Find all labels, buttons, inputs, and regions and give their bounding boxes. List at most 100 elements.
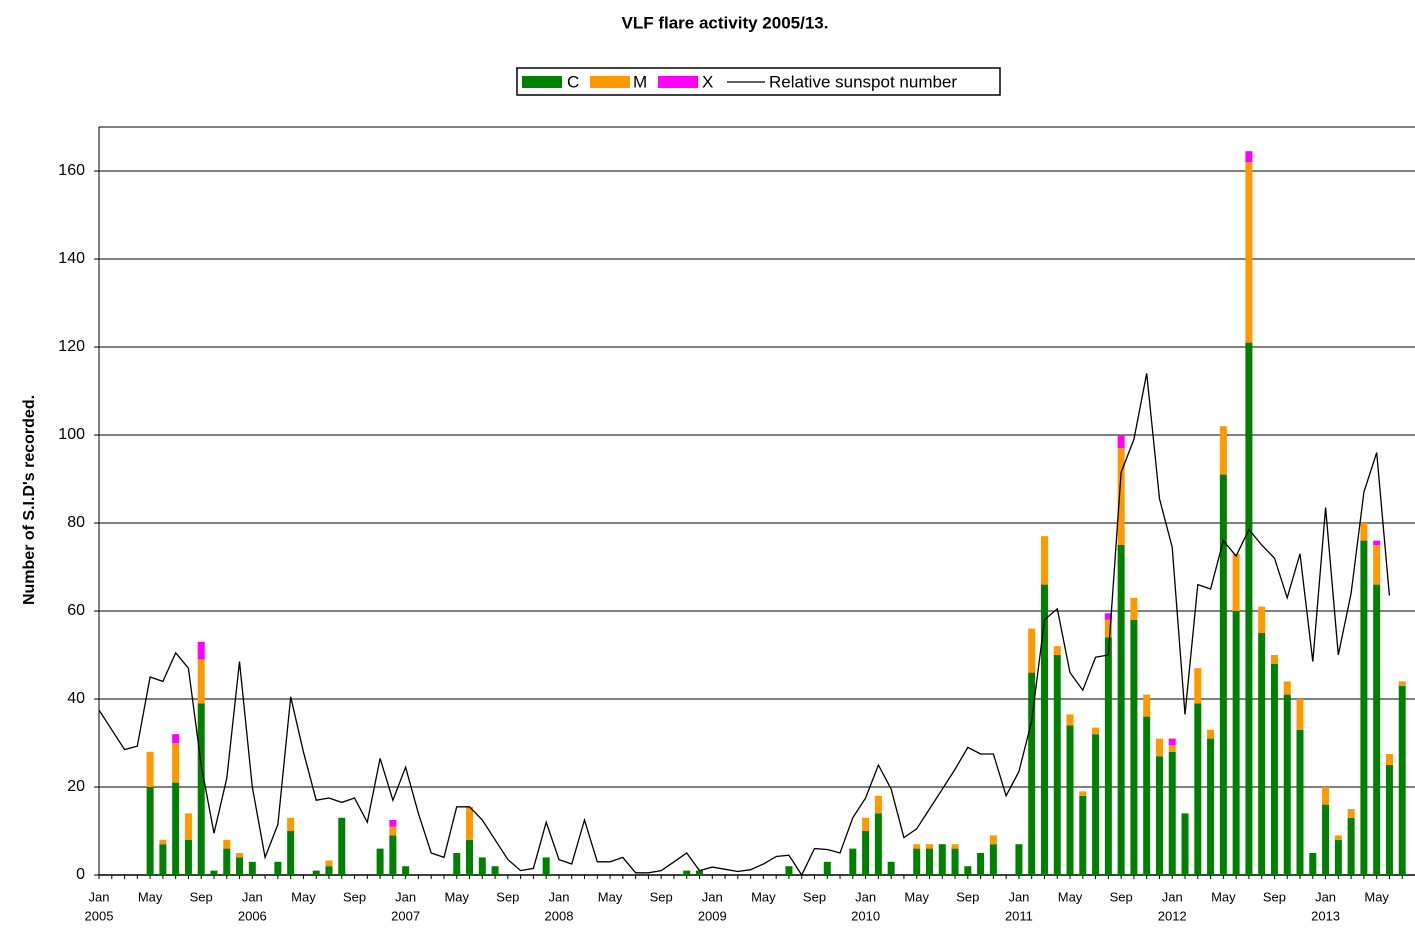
y-tick-label: 60 bbox=[67, 602, 85, 619]
bar-segment bbox=[989, 844, 997, 875]
bar-segment bbox=[683, 870, 691, 875]
bar-segment bbox=[925, 844, 933, 849]
y-axis-label: Number of S.I.D's recorded. bbox=[21, 395, 38, 605]
x-tick-label: Jan bbox=[1008, 889, 1029, 904]
bar-segment bbox=[184, 839, 192, 875]
bar-segment bbox=[223, 839, 231, 849]
x-year-label: 2010 bbox=[851, 908, 880, 923]
bar-segment bbox=[1168, 745, 1176, 752]
bar-segment bbox=[989, 835, 997, 845]
bar-segment bbox=[146, 751, 154, 787]
bar-segment bbox=[159, 839, 167, 845]
bar-segment bbox=[1207, 738, 1215, 875]
bar-segment bbox=[1283, 681, 1291, 695]
x-year-label: 2005 bbox=[85, 908, 114, 923]
bar-segment bbox=[1373, 584, 1381, 875]
bar-segment bbox=[1104, 637, 1112, 875]
bar-segment bbox=[1232, 611, 1240, 875]
bar-segment bbox=[1207, 729, 1215, 739]
bar-segment bbox=[197, 641, 205, 660]
bar-segment bbox=[823, 861, 831, 875]
bar-segment bbox=[1283, 694, 1291, 875]
bar-segment bbox=[862, 831, 870, 875]
bar-segment bbox=[1296, 729, 1304, 875]
bar-segment bbox=[1270, 663, 1278, 875]
x-tick-label: May bbox=[751, 889, 776, 904]
bar-segment bbox=[389, 826, 397, 836]
bar-segment bbox=[159, 844, 167, 875]
bar-segment bbox=[913, 848, 921, 875]
bar-segment bbox=[146, 787, 154, 875]
x-tick-label: Sep bbox=[343, 889, 366, 904]
bar-segment bbox=[184, 813, 192, 840]
bar-segment bbox=[236, 853, 244, 858]
bar-segment bbox=[197, 659, 205, 704]
bar-segment bbox=[696, 870, 704, 875]
legend-label: Relative sunspot number bbox=[769, 72, 957, 91]
bar-segment bbox=[1334, 839, 1342, 875]
bar-segment bbox=[1168, 751, 1176, 875]
chart-title: VLF flare activity 2005/13. bbox=[622, 13, 829, 32]
bar-segment bbox=[1373, 545, 1381, 585]
bar-segment bbox=[1219, 474, 1227, 875]
bar-segment bbox=[453, 853, 461, 875]
bar-segment bbox=[1040, 536, 1048, 585]
bar-segment bbox=[1258, 633, 1266, 875]
bar-segment bbox=[389, 820, 397, 827]
bar-segment bbox=[1104, 613, 1112, 620]
bar-segment bbox=[172, 743, 180, 783]
bar-segment bbox=[1066, 725, 1074, 875]
y-tick-label: 140 bbox=[58, 250, 85, 267]
bar-segment bbox=[312, 870, 320, 875]
x-tick-label: Sep bbox=[956, 889, 979, 904]
y-tick-label: 160 bbox=[58, 162, 85, 179]
bar-segment bbox=[1245, 151, 1253, 163]
legend-label: M bbox=[633, 72, 647, 91]
bar-segment bbox=[1245, 342, 1253, 876]
x-year-label: 2007 bbox=[391, 908, 420, 923]
x-tick-label: Jan bbox=[548, 889, 569, 904]
bar-segment bbox=[466, 839, 474, 875]
bar-segment bbox=[389, 835, 397, 875]
bar-segment bbox=[913, 844, 921, 849]
y-tick-label: 40 bbox=[67, 690, 85, 707]
bar-segment bbox=[1194, 703, 1202, 875]
bar-segment bbox=[478, 857, 486, 875]
x-tick-label: Sep bbox=[650, 889, 673, 904]
bar-segment bbox=[236, 857, 244, 875]
x-tick-label: May bbox=[138, 889, 163, 904]
legend-swatch bbox=[658, 76, 698, 88]
y-tick-label: 20 bbox=[67, 778, 85, 795]
bar-segment bbox=[785, 866, 793, 875]
y-tick-label: 0 bbox=[76, 866, 85, 883]
x-tick-label: May bbox=[598, 889, 623, 904]
x-tick-label: Jan bbox=[395, 889, 416, 904]
bar-segment bbox=[887, 861, 895, 875]
bar-segment bbox=[1347, 809, 1355, 818]
bar-segment bbox=[1053, 655, 1061, 875]
bar-segment bbox=[1143, 716, 1151, 875]
y-tick-label: 100 bbox=[58, 426, 85, 443]
y-tick-label: 80 bbox=[67, 514, 85, 531]
x-tick-label: Sep bbox=[496, 889, 519, 904]
legend-swatch bbox=[522, 76, 562, 88]
x-tick-label: May bbox=[1211, 889, 1236, 904]
bar-segment bbox=[1168, 738, 1176, 746]
x-tick-label: Jan bbox=[1162, 889, 1183, 904]
sunspot-line bbox=[98, 373, 1391, 877]
bar-segment bbox=[491, 866, 499, 875]
legend-label: X bbox=[702, 72, 713, 91]
bar-segment bbox=[1360, 523, 1368, 541]
bar-segment bbox=[1015, 844, 1023, 875]
bar-segment bbox=[1181, 813, 1189, 875]
x-tick-label: Jan bbox=[702, 889, 723, 904]
bar-segment bbox=[1270, 655, 1278, 664]
bar-segment bbox=[376, 848, 384, 875]
bar-segment bbox=[274, 861, 282, 875]
bar-segment bbox=[1028, 628, 1036, 673]
y-tick-label: 120 bbox=[58, 338, 85, 355]
bar-segment bbox=[951, 848, 959, 875]
bar-segment bbox=[1028, 672, 1036, 875]
bar-segment bbox=[1258, 606, 1266, 633]
